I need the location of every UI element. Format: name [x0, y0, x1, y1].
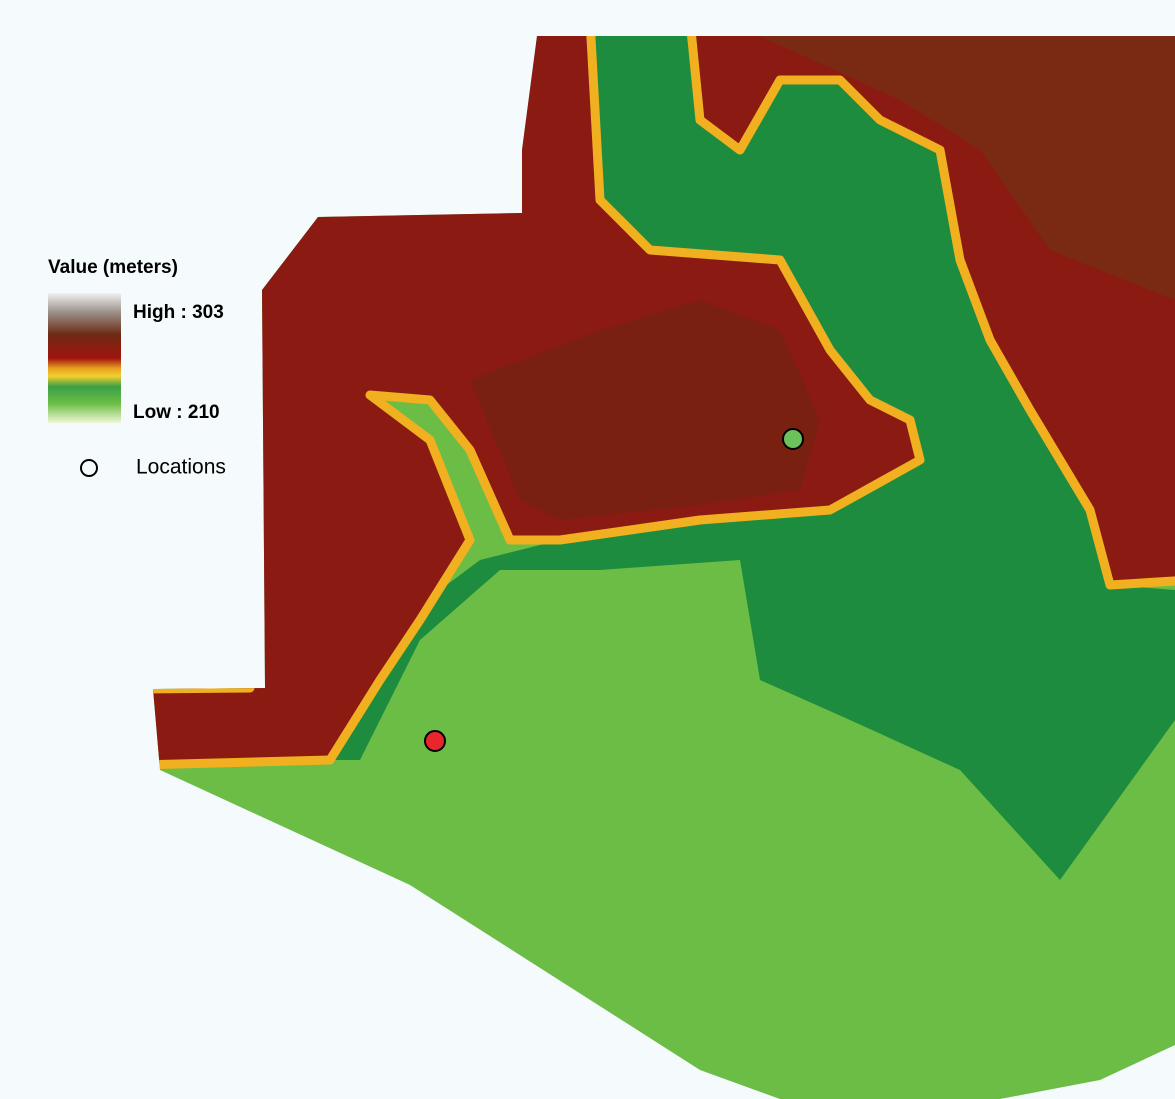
page: {"legend": {"title": "Value (meters)", "… [0, 0, 1175, 1099]
map: Value (meters) High : 303 Low : 210 Loca… [0, 0, 1175, 1099]
elevation-raster [0, 0, 1175, 1099]
legend-high: High : 303 [133, 302, 224, 323]
legend-low: Low : 210 [133, 402, 220, 423]
legend-ramp [48, 293, 121, 423]
location-marker [425, 731, 445, 751]
legend-locations: Locations [136, 456, 226, 479]
legend-symbol [81, 460, 97, 476]
legend-title: Value (meters) [48, 257, 178, 278]
location-marker [783, 429, 803, 449]
legend: Value (meters) High : 303 Low : 210 Loca… [48, 257, 226, 479]
